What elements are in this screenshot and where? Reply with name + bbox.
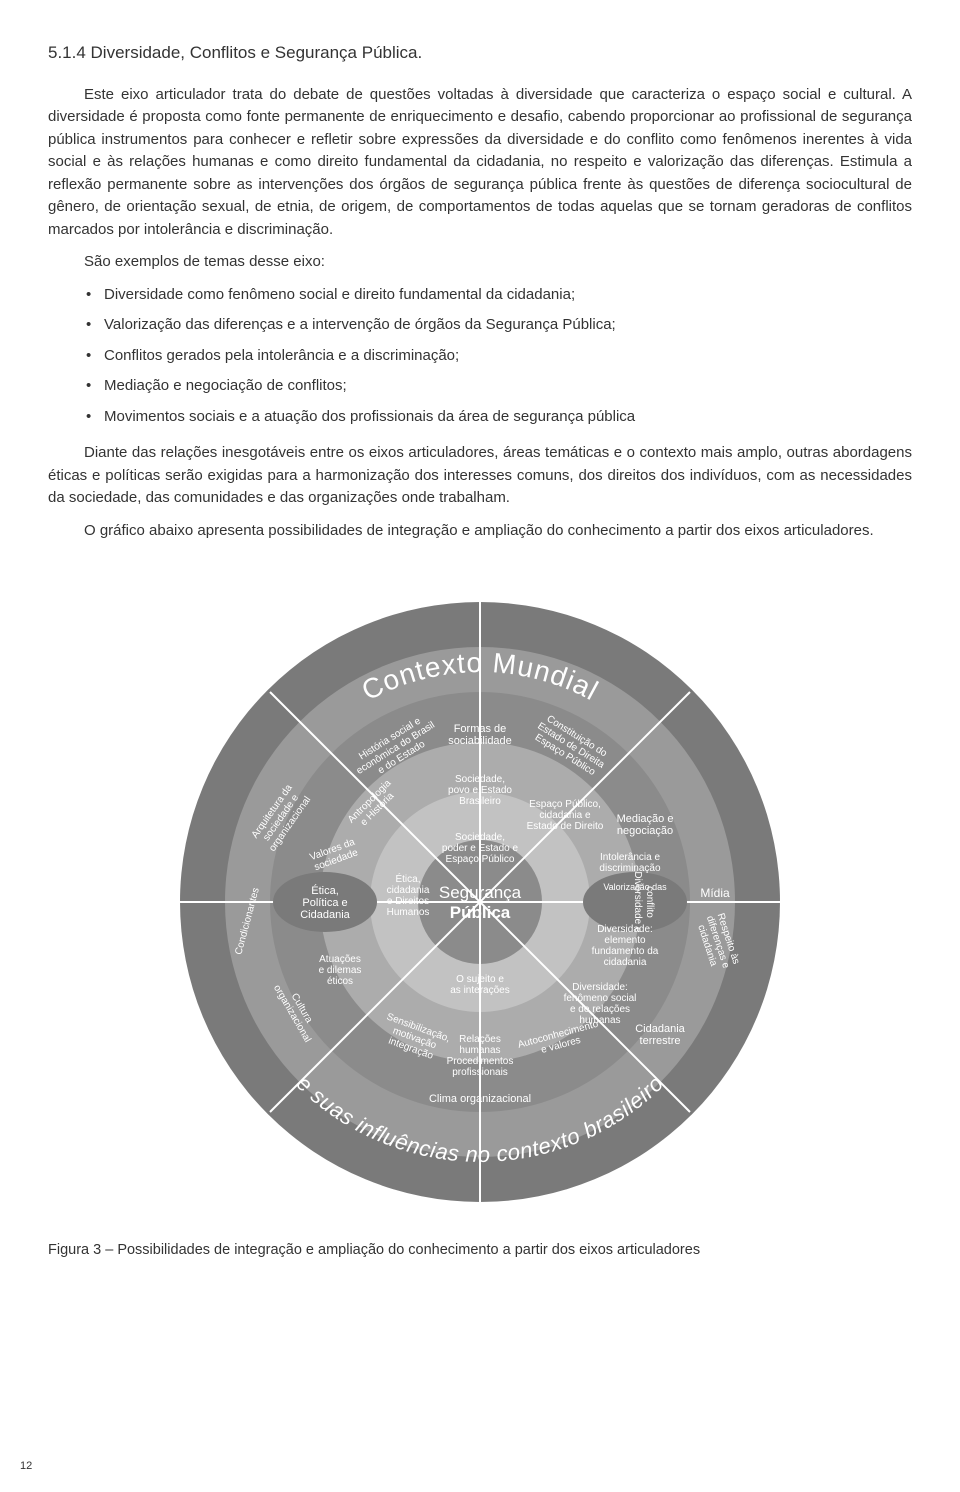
paragraph-4: O gráfico abaixo apresenta possibilidade… (48, 520, 912, 543)
ring4-label: e de relações (570, 1004, 630, 1015)
radial-diagram: Contexto Mundial e suas influências no c… (160, 582, 800, 1222)
ring3-label: Espaço Público (446, 854, 515, 865)
center-label-1: Segurança (439, 883, 522, 902)
ring4-label: Mediação e (617, 813, 674, 825)
paragraph-2: São exemplos de temas desse eixo: (48, 251, 912, 274)
section-heading: 5.1.4 Diversidade, Conflitos e Segurança… (48, 40, 912, 66)
ring4-label: negociação (617, 825, 673, 837)
axis-left-label-3: Cidadania (300, 909, 350, 921)
paragraph-4-text: O gráfico abaixo apresenta possibilidade… (84, 522, 874, 539)
ring4-label: Valorização das (603, 882, 667, 892)
ring4-label: fundamento da (592, 946, 659, 957)
ring4-label: Relações (459, 1034, 501, 1045)
ring4-label: Diversidade: (572, 982, 628, 993)
ring4-label: Clima organizacional (429, 1093, 531, 1105)
ring4-label: humanas (459, 1045, 500, 1056)
bullet-item: Diversidade como fenômeno social e direi… (104, 284, 912, 307)
ring3-label: Espaço Público, (529, 799, 601, 810)
ring4-label: éticos (327, 976, 353, 987)
ring3-label: e Direitos (387, 896, 429, 907)
bullet-list: Diversidade como fenômeno social e direi… (48, 284, 912, 429)
ring3-label: O sujeito e (456, 974, 504, 985)
ring3-label: Humanos (387, 907, 430, 918)
paragraph-3-text: Diante das relações inesgotáveis entre o… (48, 444, 912, 506)
ring4-label: sociabilidade (448, 735, 512, 747)
bullet-item: Movimentos sociais e a atuação dos profi… (104, 406, 912, 429)
paragraph-1-text: Este eixo articulador trata do debate de… (48, 86, 912, 238)
diagram-container: Contexto Mundial e suas influências no c… (48, 582, 912, 1222)
axis-left-label-2: Política e (302, 897, 347, 909)
ring3-label: as interações (450, 985, 509, 996)
ring4-label: Diversidade: (597, 924, 653, 935)
ring4-label: Atuações (319, 954, 361, 965)
ring3-label: povo e Estado (448, 785, 512, 796)
ring4-label: fenômeno social (564, 993, 637, 1004)
ring4-label: cidadania (604, 957, 647, 968)
bullet-item: Valorização das diferenças e a intervenç… (104, 314, 912, 337)
ring5-label: Mídia (700, 886, 730, 900)
ring3-label: Estado de Direito (527, 821, 604, 832)
center-label-2: Pública (450, 903, 511, 922)
paragraph-1: Este eixo articulador trata do debate de… (48, 84, 912, 242)
ring3-label: Brasileiro (459, 796, 501, 807)
ring3-label: Sociedade, (455, 774, 505, 785)
ring4-label: profissionais (452, 1067, 508, 1078)
paragraph-3: Diante das relações inesgotáveis entre o… (48, 442, 912, 510)
ring4-label: Intolerância e (600, 852, 660, 863)
ring3-label: poder e Estado e (442, 843, 519, 854)
figure-caption: Figura 3 – Possibilidades de integração … (48, 1240, 912, 1262)
page-number: 12 (20, 1458, 32, 1475)
bullet-item: Mediação e negociação de conflitos; (104, 375, 912, 398)
ring3-label: cidadania e (539, 810, 591, 821)
ring4-label: e dilemas (319, 965, 362, 976)
ring3-label: Sociedade, (455, 832, 505, 843)
ring4-label: Formas de (454, 723, 507, 735)
ring4-label: Procedimentos (447, 1056, 514, 1067)
paragraph-2-text: São exemplos de temas desse eixo: (84, 253, 325, 270)
bullet-item: Conflitos gerados pela intolerância e a … (104, 345, 912, 368)
ring5-label: Cidadania (635, 1023, 685, 1035)
ring5-label: terrestre (640, 1035, 681, 1047)
axis-left-label-1: Ética, (311, 884, 339, 897)
ring4-label: discriminação (599, 863, 661, 874)
ring3-label: Ética, (395, 872, 420, 885)
ring4-label: elemento (604, 935, 646, 946)
ring3-label: cidadania (387, 885, 430, 896)
